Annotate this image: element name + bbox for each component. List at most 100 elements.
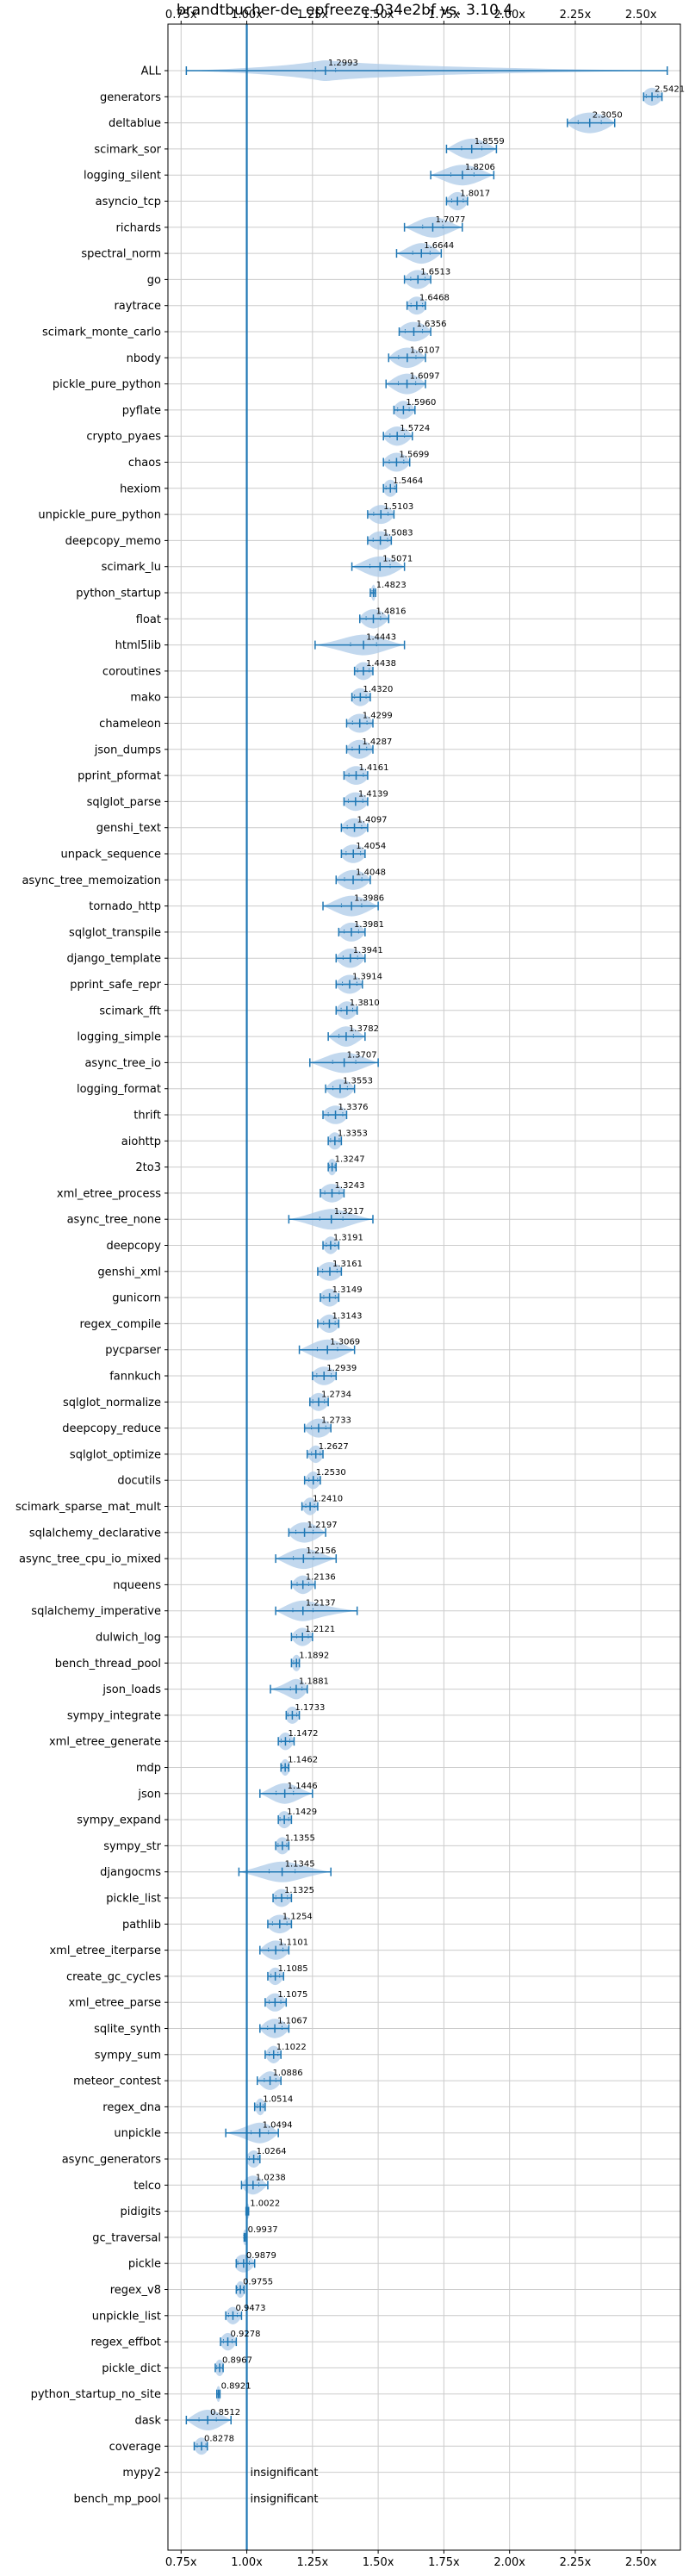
- value-label: 0.8512: [210, 2408, 240, 2417]
- value-label: 1.4299: [363, 712, 393, 721]
- value-label: 1.4287: [362, 737, 392, 747]
- value-label: 2.3050: [593, 111, 623, 121]
- benchmark-label: sqlite_synth: [94, 2023, 161, 2036]
- benchmark-label: create_gc_cycles: [66, 1970, 161, 1983]
- benchmark-label: richards: [116, 221, 162, 234]
- benchmark-label: dulwich_log: [96, 1632, 161, 1645]
- benchmark-label: sqlglot_optimize: [70, 1448, 161, 1461]
- benchmark-label: async_tree_io: [84, 1057, 161, 1070]
- benchmark-label: deltablue: [109, 117, 161, 130]
- value-label: 1.5699: [399, 451, 429, 460]
- benchmark-label: nqueens: [113, 1579, 161, 1592]
- value-label: 1.1101: [278, 1938, 308, 1948]
- value-label: 1.0238: [256, 2173, 286, 2182]
- value-label: 1.5103: [383, 502, 413, 512]
- value-label: 1.3376: [338, 1103, 369, 1112]
- value-label: 1.4139: [358, 789, 388, 799]
- value-label: 1.5464: [393, 476, 423, 486]
- benchmark-label: mako: [130, 692, 161, 705]
- value-label: 1.2734: [321, 1390, 351, 1399]
- value-label: 1.0264: [257, 2147, 287, 2156]
- benchmark-label: bench_mp_pool: [73, 2492, 161, 2505]
- value-label: 1.3217: [334, 1207, 364, 1216]
- value-label: 1.0494: [263, 2121, 293, 2131]
- benchmark-label: python_startup: [76, 588, 161, 600]
- plot-frame: [167, 23, 681, 2551]
- benchmark-label: django_template: [67, 953, 161, 966]
- benchmark-label: scimark_sparse_mat_mult: [16, 1501, 161, 1514]
- x-tick-label-top: 1.50x: [363, 9, 394, 22]
- value-label: 1.5071: [382, 555, 413, 564]
- value-label: 1.4816: [376, 607, 406, 616]
- benchmark-label: 2to3: [135, 1161, 161, 1174]
- benchmark-label: docutils: [117, 1475, 161, 1488]
- benchmark-label: mdp: [136, 1762, 161, 1775]
- benchmark-label: deepcopy: [106, 1240, 161, 1253]
- value-label: 1.0022: [250, 2200, 280, 2209]
- benchmark-label: pickle: [128, 2258, 161, 2271]
- benchmark-label: sympy_integrate: [67, 1709, 161, 1722]
- value-label: 1.3149: [332, 1285, 363, 1295]
- value-label: 1.5083: [383, 528, 413, 538]
- benchmark-label: pickle_dict: [102, 2362, 161, 2375]
- insignificant-label: insignificant: [251, 2492, 319, 2505]
- benchmark-label: async_tree_none: [67, 1214, 161, 1227]
- value-label: 1.3914: [352, 973, 382, 982]
- benchmark-label: crypto_pyaes: [86, 431, 161, 444]
- benchmark-label: regex_effbot: [90, 2336, 161, 2349]
- value-label: 1.1325: [284, 1886, 314, 1895]
- value-label: 1.4054: [356, 842, 386, 851]
- benchmark-label: regex_compile: [79, 1318, 161, 1331]
- benchmark-label: async_tree_cpu_io_mixed: [19, 1553, 161, 1566]
- value-label: 1.3810: [350, 999, 380, 1008]
- benchmark-label: async_generators: [62, 2154, 162, 2167]
- value-label: 1.6097: [410, 372, 440, 382]
- value-label: 1.3243: [334, 1181, 364, 1191]
- benchmark-label: ALL: [141, 65, 162, 78]
- x-tick-label-bottom: 1.75x: [428, 2556, 460, 2569]
- value-label: 1.4438: [366, 659, 396, 669]
- benchmark-label: gc_traversal: [92, 2231, 161, 2244]
- benchmark-label: sympy_sum: [95, 2049, 161, 2062]
- value-label: 0.9879: [246, 2251, 276, 2261]
- benchmark-label: thrift: [133, 1110, 161, 1123]
- value-label: 1.2410: [313, 1495, 343, 1504]
- grid-layer: [164, 21, 680, 2554]
- benchmark-label: unpack_sequence: [60, 849, 161, 862]
- benchmark-label: nbody: [127, 352, 162, 365]
- x-tick-label-bottom: 0.75x: [165, 2556, 197, 2569]
- benchmark-label: xml_etree_process: [57, 1187, 161, 1200]
- value-label: 1.3707: [347, 1050, 377, 1060]
- benchmark-label: gunicorn: [112, 1292, 161, 1305]
- value-label: 1.1022: [276, 2043, 307, 2052]
- value-label: 0.9473: [235, 2304, 265, 2313]
- x-tick-label-top: 0.75x: [165, 9, 197, 22]
- value-label: 1.1892: [299, 1651, 329, 1660]
- x-tick-label-bottom: 2.00x: [493, 2556, 525, 2569]
- benchmark-label: aiohttp: [121, 1136, 161, 1148]
- benchmark-label: float: [136, 613, 161, 626]
- value-label: 1.4320: [363, 685, 393, 694]
- value-label: 1.1429: [287, 1808, 317, 1817]
- benchmark-label: xml_etree_generate: [49, 1736, 161, 1749]
- benchmark-label: tornado_http: [89, 900, 161, 913]
- value-label: 1.5724: [400, 424, 430, 433]
- value-label: 1.3161: [332, 1260, 363, 1269]
- benchmark-label: mypy2: [122, 2467, 161, 2480]
- x-tick-label-bottom: 1.00x: [231, 2556, 263, 2569]
- value-label: 1.3782: [349, 1024, 379, 1034]
- benchmark-label: generators: [100, 91, 161, 104]
- value-label: 1.4161: [359, 763, 389, 773]
- value-label: 1.2627: [319, 1442, 349, 1452]
- x-tick-label-bottom: 2.50x: [625, 2556, 657, 2569]
- benchmark-label: djangocms: [100, 1866, 161, 1879]
- benchmark-label: json_loads: [102, 1683, 161, 1696]
- benchmark-label: dask: [134, 2415, 161, 2428]
- value-label: 1.2939: [326, 1364, 357, 1373]
- value-label: 1.2156: [306, 1546, 336, 1556]
- benchmark-label: asyncio_tcp: [96, 196, 161, 208]
- benchmark-label: sqlalchemy_declarative: [29, 1527, 161, 1540]
- value-label: 1.2137: [306, 1599, 336, 1608]
- value-label: 1.6468: [419, 294, 450, 303]
- benchmark-label: hexiom: [120, 482, 161, 495]
